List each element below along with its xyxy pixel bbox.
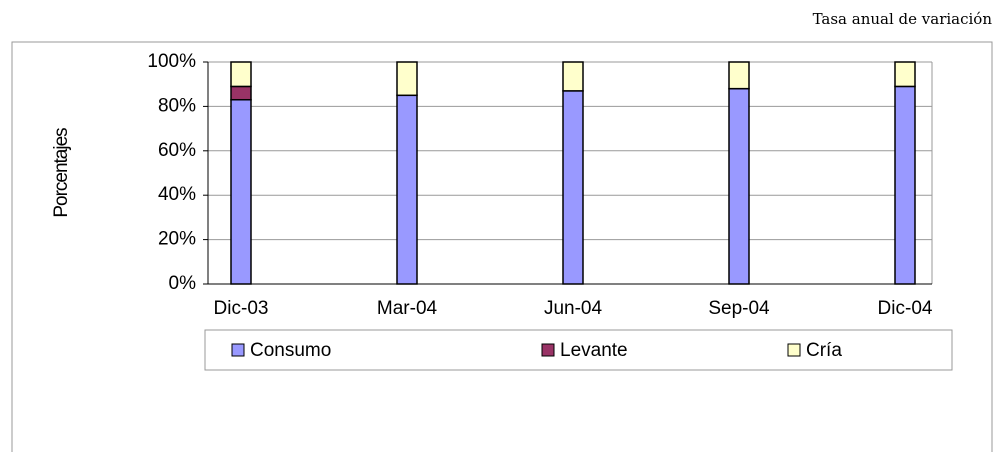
x-tick-label: Dic-04	[878, 298, 933, 319]
chart-frame	[11, 41, 993, 452]
bar-segment	[562, 90, 584, 285]
x-tick-label: Mar-04	[377, 298, 438, 319]
y-tick-label: 0%	[169, 273, 197, 294]
bar-segment	[894, 85, 916, 285]
y-tick-label: 80%	[158, 95, 196, 116]
bar-segment	[230, 85, 252, 101]
bar-segment	[396, 61, 418, 97]
bar-segment	[562, 61, 584, 92]
x-tick-label: Dic-03	[214, 298, 269, 319]
legend-box	[204, 329, 953, 371]
chart-title: Tasa anual de variación	[813, 10, 993, 28]
legend-swatch	[231, 343, 245, 357]
y-tick-label: 100%	[147, 51, 196, 72]
legend-swatch	[541, 343, 555, 357]
y-axis-label: Porcentajes	[51, 128, 72, 218]
bar-segment	[396, 94, 418, 285]
legend-swatch	[787, 343, 801, 357]
x-tick-label: Jun-04	[544, 298, 603, 319]
legend-label: Cría	[806, 340, 842, 361]
bar-segment	[894, 61, 916, 88]
y-tick-label: 60%	[158, 140, 196, 161]
y-tick-label: 20%	[158, 229, 196, 250]
legend-label: Consumo	[250, 340, 331, 361]
bar-segment	[230, 61, 252, 88]
bar-segment	[728, 87, 750, 285]
y-tick-label: 40%	[158, 184, 196, 205]
bar-segment	[230, 98, 252, 285]
bar-segment	[728, 61, 750, 90]
legend-label: Levante	[560, 340, 628, 361]
x-tick-label: Sep-04	[708, 298, 770, 319]
